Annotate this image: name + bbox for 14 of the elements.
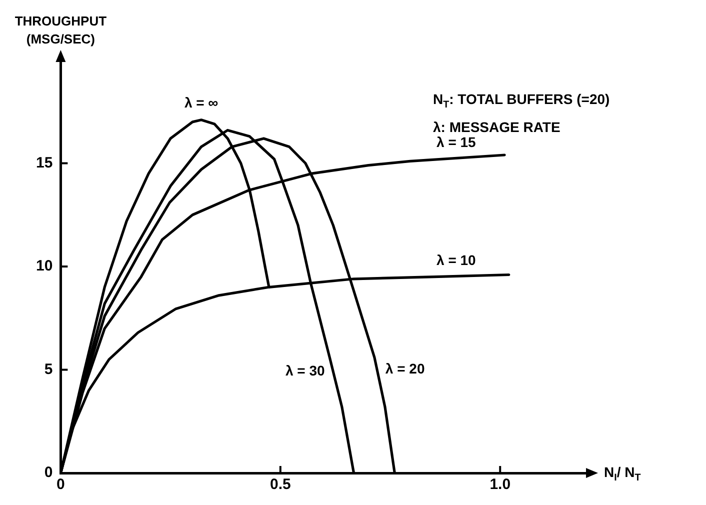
y-tick-label: 10 [36,258,53,275]
series-label: λ = 20 [385,360,425,377]
x-tick-label: 0.5 [270,476,291,494]
y-tick-label: 0 [44,464,53,482]
series-label: λ = 10 [436,252,476,268]
annotation: λ: MESSAGE RATE [433,118,560,135]
x-tick-label: 0 [56,476,65,494]
y-tick-label: 5 [44,360,53,378]
series-label: λ = 15 [436,134,476,150]
x-tick-label: 1.0 [490,476,511,494]
y-tick-label: 15 [36,154,53,172]
series-label: λ = 30 [285,362,325,378]
y-axis-title: THROUGHPUT (MSG/SEC) [14,14,107,47]
series-label: λ = ∞ [184,94,218,111]
